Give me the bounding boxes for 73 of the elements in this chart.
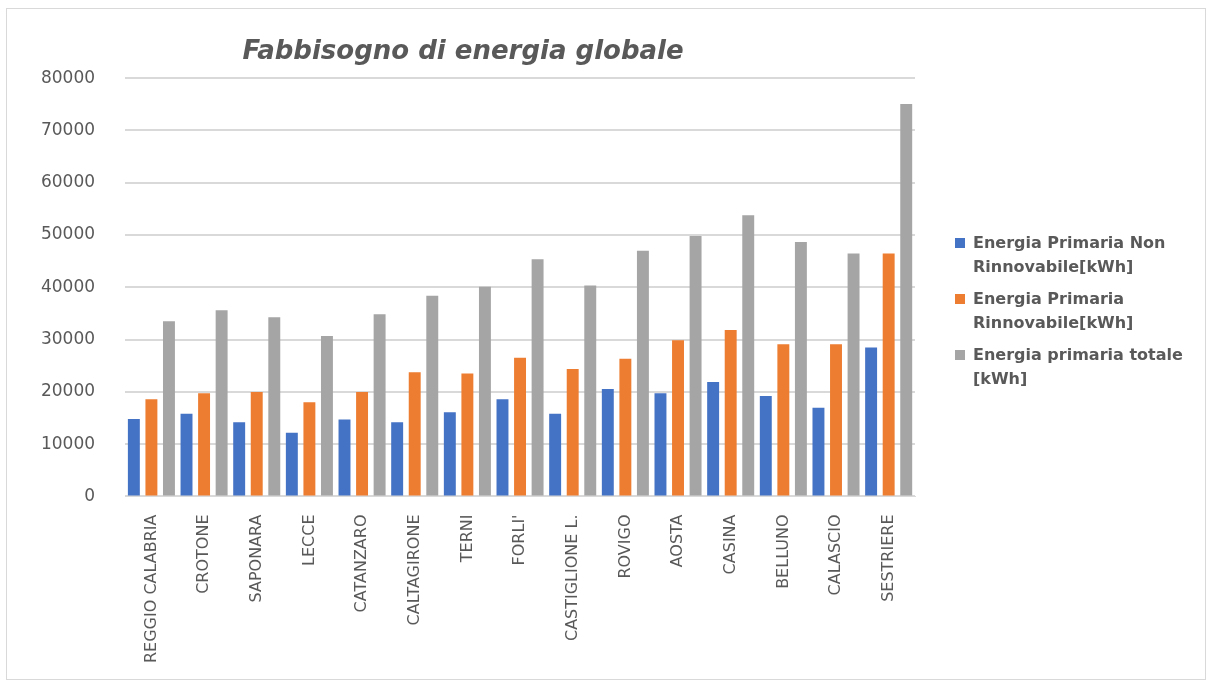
bar [531,259,544,496]
bar [900,104,913,496]
y-tick-label: 70000 [40,118,96,139]
bar [233,422,246,496]
y-tick-label: 30000 [40,328,96,349]
bar [408,372,421,496]
bar [689,236,702,496]
bar [601,389,614,496]
bar [514,357,527,496]
y-tick-label: 80000 [40,66,96,87]
bar [215,310,228,496]
bar [812,407,825,496]
bar [847,253,860,496]
x-tick-label: CROTONE [193,514,213,594]
legend-label: Energia Primaria Non Rinnovabile[kWh] [973,232,1167,278]
x-tick-label: TERNI [456,514,476,564]
bar [268,317,281,496]
bar [356,391,369,496]
bar [461,373,474,496]
legend-label: Energia primaria totale [kWh] [973,344,1184,390]
bar [865,347,878,496]
bar [549,413,562,496]
x-tick-label: CALTAGIRONE [403,514,423,626]
x-tick-label: AOSTA [667,514,687,568]
bar [742,215,755,496]
y-tick-label: 60000 [40,171,96,192]
y-tick-label: 50000 [40,223,96,244]
bar [478,286,491,496]
bar [636,250,649,496]
bar [180,413,193,496]
bar [566,368,579,496]
y-tick-label: 10000 [40,432,96,453]
chart-title: Fabbisogno di energia globale [242,35,684,66]
bar [163,321,175,496]
y-tick-label: 40000 [40,275,96,296]
bar [496,399,509,496]
bar [127,419,140,496]
bar [285,432,298,496]
bar [654,393,667,496]
bar [759,396,772,496]
bar [426,295,439,496]
x-tick-label: CASTIGLIONE L. [561,514,581,642]
bar [373,314,386,496]
x-tick-label: BELLUNO [772,514,792,589]
legend-label: Energia Primaria Rinnovabile[kWh] [973,288,1135,334]
y-tick-label: 0 [84,484,96,505]
bar [391,422,404,496]
x-tick-label: SESTRIERE [877,514,897,602]
x-tick-label: LECCE [298,514,318,566]
x-tick-label: CASINA [719,514,739,575]
x-tick-label: FORLI' [509,514,529,566]
bar [145,399,158,496]
bar [338,419,351,496]
x-tick-label: SAPONARA [245,514,265,603]
bar [443,412,456,496]
bar [584,285,597,496]
x-tick-label: REGGIO CALABRIA [140,514,160,664]
bar [672,340,684,496]
bar [777,344,790,496]
bar [250,391,263,496]
bar [830,344,842,496]
bar [320,335,333,496]
y-tick-label: 20000 [40,380,96,401]
bar [303,402,316,496]
x-tick-label: ROVIGO [614,514,634,579]
bar [794,242,807,496]
bar [724,329,737,496]
x-tick-label: CALASCIO [825,514,845,596]
bar [882,253,895,496]
x-tick-label: CATANZARO [351,514,371,613]
bar [707,381,720,496]
bar [198,393,211,496]
bar [619,358,632,496]
